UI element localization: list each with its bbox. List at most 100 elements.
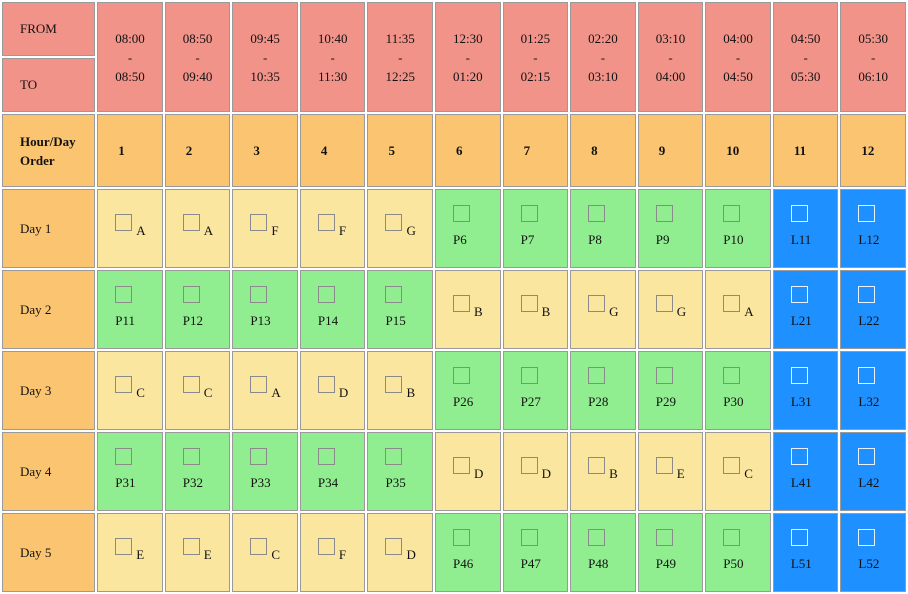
slot-checkbox[interactable] — [858, 367, 876, 384]
slot-code-label: G — [609, 304, 619, 319]
slot-checkbox[interactable] — [790, 205, 808, 222]
slot-cell: A — [97, 189, 163, 268]
slot-checkbox[interactable] — [317, 538, 335, 555]
slot-cell: P27 — [502, 351, 569, 430]
hour-number-12: 12 — [840, 114, 906, 187]
slot-checkbox[interactable] — [115, 538, 133, 555]
hour-number-3: 3 — [232, 114, 298, 187]
slot-checkbox[interactable] — [250, 538, 268, 555]
slot-checkbox[interactable] — [182, 376, 200, 393]
slot-cell: P6 — [435, 189, 501, 268]
slot-checkbox[interactable] — [723, 457, 741, 474]
slot-code-label: C — [136, 385, 145, 400]
slot-checkbox[interactable] — [655, 295, 673, 312]
hour-number-1: 1 — [97, 114, 163, 187]
slot-code-label: A — [271, 385, 281, 400]
slot-code-label: P32 — [182, 475, 204, 490]
slot-checkbox[interactable] — [790, 367, 808, 384]
slot-checkbox[interactable] — [723, 529, 741, 546]
slot-cell: P29 — [637, 351, 704, 430]
hour-number-5: 5 — [367, 114, 434, 187]
slot-cell: P14 — [299, 270, 366, 349]
slot-checkbox[interactable] — [453, 529, 471, 546]
slot-code-label: P35 — [385, 475, 406, 490]
slot-cell: D — [299, 351, 366, 430]
slot-checkbox[interactable] — [588, 205, 606, 222]
slot-checkbox[interactable] — [115, 376, 133, 393]
slot-checkbox[interactable] — [453, 367, 471, 384]
slot-checkbox[interactable] — [723, 205, 741, 222]
slot-code-label: F — [271, 223, 279, 238]
slot-cell: P47 — [502, 513, 569, 592]
slot-checkbox[interactable] — [453, 205, 471, 222]
slot-checkbox[interactable] — [520, 529, 538, 546]
slot-checkbox[interactable] — [858, 529, 876, 546]
slot-cell: C — [164, 351, 231, 430]
hour-number-7: 7 — [502, 114, 569, 187]
slot-code-label: P9 — [655, 232, 670, 247]
slot-checkbox[interactable] — [520, 457, 538, 474]
slot-code-label: P31 — [115, 475, 136, 490]
slot-checkbox[interactable] — [520, 205, 538, 222]
slot-cell: P35 — [367, 432, 434, 511]
slot-checkbox[interactable] — [250, 286, 268, 303]
slot-checkbox[interactable] — [385, 214, 403, 231]
slot-checkbox[interactable] — [655, 457, 673, 474]
slot-checkbox[interactable] — [250, 214, 268, 231]
slot-code-label: L21 — [790, 313, 812, 328]
slot-checkbox[interactable] — [655, 529, 673, 546]
slot-checkbox[interactable] — [317, 448, 335, 465]
slot-code-label: P48 — [588, 556, 609, 571]
slot-checkbox[interactable] — [858, 448, 876, 465]
slot-checkbox[interactable] — [588, 457, 606, 474]
slot-code-label: G — [676, 304, 687, 319]
slot-cell: P11 — [97, 270, 163, 349]
slot-checkbox[interactable] — [453, 295, 471, 312]
slot-code-label: F — [338, 547, 347, 562]
slot-checkbox[interactable] — [250, 376, 268, 393]
time-slot-7: 01:25-02:15 — [502, 2, 569, 112]
slot-checkbox[interactable] — [115, 448, 133, 465]
slot-checkbox[interactable] — [182, 286, 200, 303]
slot-checkbox[interactable] — [385, 286, 403, 303]
slot-checkbox[interactable] — [655, 205, 673, 222]
slot-checkbox[interactable] — [655, 367, 673, 384]
slot-checkbox[interactable] — [453, 457, 471, 474]
slot-cell: D — [502, 432, 569, 511]
slot-checkbox[interactable] — [790, 286, 808, 303]
slot-cell: L22 — [840, 270, 906, 349]
slot-checkbox[interactable] — [182, 214, 200, 231]
slot-checkbox[interactable] — [520, 295, 538, 312]
slot-checkbox[interactable] — [385, 376, 403, 393]
slot-code-label: C — [271, 547, 281, 562]
slot-checkbox[interactable] — [115, 286, 133, 303]
slot-checkbox[interactable] — [385, 448, 403, 465]
slot-checkbox[interactable] — [385, 538, 403, 555]
slot-checkbox[interactable] — [317, 214, 335, 231]
slot-checkbox[interactable] — [520, 367, 538, 384]
slot-code-label: P13 — [250, 313, 271, 328]
slot-checkbox[interactable] — [115, 214, 133, 231]
slot-checkbox[interactable] — [588, 367, 606, 384]
slot-checkbox[interactable] — [723, 367, 741, 384]
slot-checkbox[interactable] — [588, 295, 606, 312]
slot-checkbox[interactable] — [790, 529, 808, 546]
slot-checkbox[interactable] — [858, 286, 876, 303]
slot-code-label: L32 — [858, 394, 880, 409]
slot-code-label: D — [338, 385, 349, 400]
slot-cell: L21 — [772, 270, 839, 349]
slot-checkbox[interactable] — [723, 295, 741, 312]
slot-code-label: P6 — [453, 232, 467, 247]
slot-checkbox[interactable] — [182, 538, 200, 555]
slot-code-label: P10 — [723, 232, 744, 247]
slot-checkbox[interactable] — [588, 529, 606, 546]
slot-checkbox[interactable] — [790, 448, 808, 465]
slot-checkbox[interactable] — [858, 205, 876, 222]
slot-checkbox[interactable] — [250, 448, 268, 465]
slot-code-label: L52 — [858, 556, 880, 571]
slot-code-label: A — [136, 223, 146, 238]
slot-cell: E — [164, 513, 231, 592]
slot-checkbox[interactable] — [317, 376, 335, 393]
slot-checkbox[interactable] — [182, 448, 200, 465]
slot-checkbox[interactable] — [317, 286, 335, 303]
